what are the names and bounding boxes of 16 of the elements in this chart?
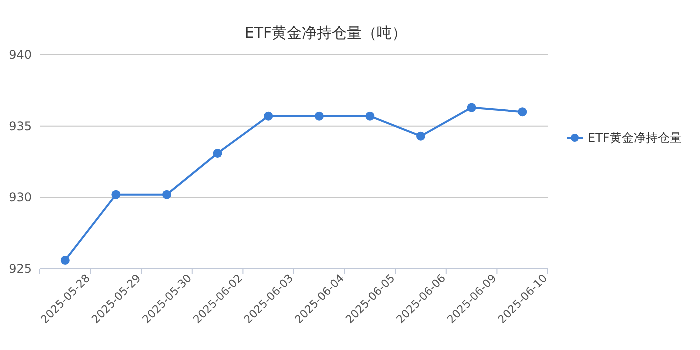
y-tick-label: 925 — [9, 262, 32, 276]
point — [467, 103, 476, 112]
point — [416, 132, 426, 141]
y-tick-label: 935 — [9, 119, 32, 134]
point — [366, 112, 375, 121]
y-tick-label: 940 — [9, 48, 32, 62]
chart-title: ETF黄金净持仓量（吨） — [244, 24, 408, 42]
point — [112, 190, 121, 200]
point — [314, 112, 324, 121]
point — [264, 112, 274, 121]
point — [518, 108, 528, 117]
y-tick-label: 930 — [9, 190, 32, 205]
point — [60, 256, 70, 265]
point — [213, 148, 222, 158]
point — [162, 190, 172, 200]
legend-label: ETF黄金净持仓量 — [588, 131, 682, 145]
